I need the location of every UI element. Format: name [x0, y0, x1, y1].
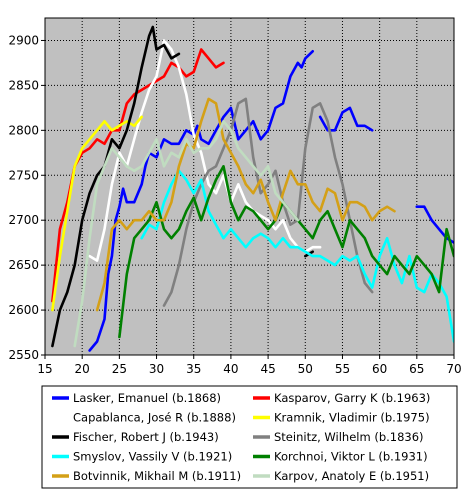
legend-label: Capablanca, José R (b.1888) — [73, 411, 236, 425]
y-tick-label: 2850 — [8, 78, 39, 92]
legend-label: Kasparov, Garry K (b.1963) — [274, 391, 430, 405]
legend-label: Steinitz, Wilhelm (b.1836) — [274, 430, 424, 444]
y-tick-label: 2600 — [8, 303, 39, 317]
y-tick-label: 2900 — [8, 33, 39, 47]
legend-label: Kramnik, Vladimir (b.1975) — [274, 411, 430, 425]
x-tick-label: 35 — [186, 362, 201, 376]
legend-label: Karpov, Anatoly E (b.1951) — [274, 469, 429, 483]
y-tick-label: 2800 — [8, 123, 39, 137]
legend-label: Korchnoi, Viktor L (b.1931) — [274, 450, 428, 464]
y-tick-label: 2550 — [8, 348, 39, 362]
x-tick-label: 50 — [298, 362, 313, 376]
legend-label: Lasker, Emanuel (b.1868) — [73, 391, 221, 405]
x-tick-label: 70 — [446, 362, 461, 376]
x-tick-label: 15 — [37, 362, 52, 376]
x-tick-label: 20 — [75, 362, 90, 376]
x-tick-label: 30 — [149, 362, 164, 376]
x-tick-label: 60 — [372, 362, 387, 376]
x-tick-label: 55 — [335, 362, 350, 376]
x-tick-label: 45 — [260, 362, 275, 376]
x-tick-label: 40 — [223, 362, 238, 376]
y-tick-label: 2750 — [8, 168, 39, 182]
legend-label: Fischer, Robert J (b.1943) — [73, 430, 219, 444]
legend-label: Botvinnik, Mikhail M (b.1911) — [73, 469, 241, 483]
y-tick-label: 2700 — [8, 213, 39, 227]
legend-label: Smyslov, Vassily V (b.1921) — [73, 450, 232, 464]
x-tick-label: 25 — [112, 362, 127, 376]
x-tick-label: 65 — [409, 362, 424, 376]
y-tick-label: 2650 — [8, 258, 39, 272]
